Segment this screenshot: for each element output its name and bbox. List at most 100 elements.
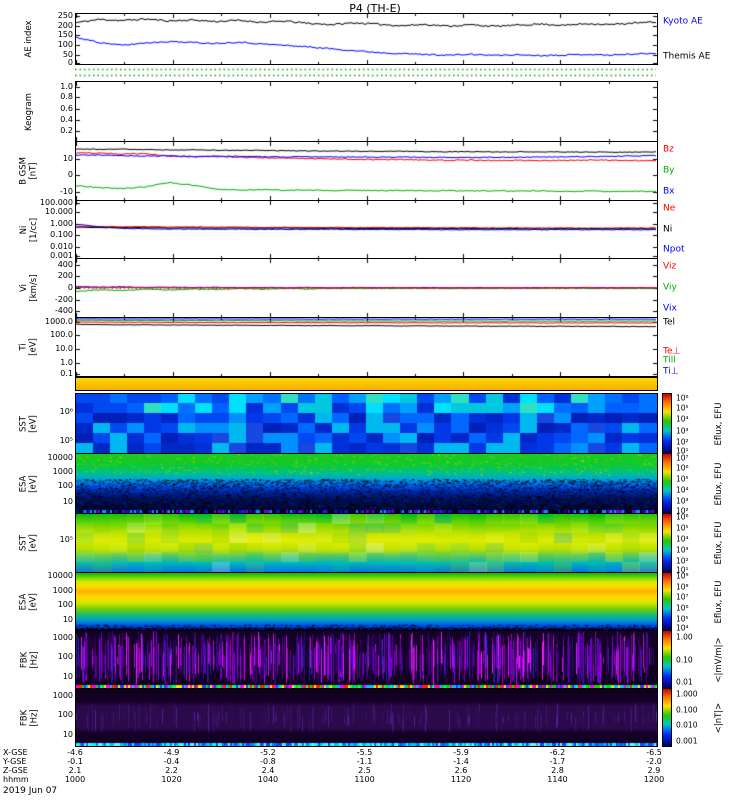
- y-tick-label: 0.8: [60, 92, 73, 102]
- series-label: Bx: [663, 186, 675, 197]
- colorbar-canvas: [663, 514, 671, 572]
- x-axis-row-label: hhmm: [3, 775, 29, 784]
- panel-ae-index: 250 200 150 100 50 0 AE index Kyoto AE Themis AE: [24, 12, 711, 67]
- date-label: 2019 Jun 07: [3, 786, 58, 796]
- y-tick-label: -200: [54, 294, 73, 304]
- x-axis-row: X-GSE -4.6 -4.9 -5.2 -5.5 -5.9 -6.2 -6.5: [0, 748, 750, 757]
- series-label: Te⊥: [663, 346, 681, 357]
- panel-temperature: 1000.0 100.0 10.0 1.0 0.1 Ti [eV] Tel Te⊥ Till Ti⊥: [19, 317, 680, 378]
- colorbar-unit-label: <|nT|>: [714, 702, 724, 733]
- y-tick-label: 10000: [47, 571, 73, 581]
- x-tick-value: -4.6: [67, 748, 83, 757]
- x-tick-value: -1.7: [549, 757, 566, 766]
- x-axis-row: Z-GSE 2.1 2.2 2.4 2.5 2.6 2.8 2.9: [0, 766, 750, 775]
- y-tick-label: 150: [57, 30, 73, 39]
- x-tick-value: 2.9: [647, 766, 661, 775]
- keogram-canvas: [76, 82, 657, 141]
- colorbar-tick-label: 10⁴: [676, 414, 689, 424]
- series-label: Kyoto AE: [663, 16, 703, 27]
- panel-axis-label: Keogram: [23, 92, 34, 131]
- vi-canvas: [76, 259, 657, 317]
- sst_ion-canvas: [76, 394, 657, 453]
- colorbar-tick-label: 10⁶: [676, 392, 689, 402]
- series-label: Tel: [663, 317, 676, 328]
- panel-yellow-bar: [75, 377, 658, 391]
- x-tick-value: -1.1: [356, 757, 373, 766]
- panel-esa-electron-spectrogram: 10000 1000 100 10 ESA [eV] 10⁹ 10⁸ 10⁷ 10⁶ 10⁵ 10⁴ E…: [19, 572, 724, 631]
- colorbar-canvas: [663, 394, 671, 453]
- colorbar-tick-label: 10⁶: [676, 463, 689, 473]
- x-tick-value: 1200: [643, 775, 665, 784]
- y-tick-label: 100: [57, 40, 73, 49]
- series-label: Viz: [663, 261, 677, 272]
- y-tick-label: 200: [57, 271, 73, 281]
- x-tick-value: -6.2: [549, 748, 566, 757]
- colorbar-canvas: [663, 689, 671, 746]
- series-label: Ni: [663, 224, 673, 234]
- series-label: Vix: [663, 303, 677, 314]
- colorbar-tick-label: 10⁴: [676, 485, 689, 495]
- x-tick-value: 2.8: [551, 766, 564, 775]
- colorbar: [662, 453, 672, 514]
- bgsm-canvas: [76, 142, 657, 200]
- y-tick-label: 10: [62, 615, 73, 625]
- series-label: Ne: [663, 203, 676, 214]
- x-tick-value: -4.9: [163, 748, 180, 757]
- y-tick-label: 10: [62, 729, 73, 739]
- x-tick-value: -5.5: [356, 748, 373, 757]
- y-tick-label: 10⁵: [59, 535, 73, 545]
- colorbar-tick-label: 0.01: [676, 677, 693, 687]
- y-tick-label: 0.2: [60, 125, 73, 135]
- colorbar-unit-label: <|mV/m|>: [714, 636, 724, 683]
- y-tick-label: 100: [57, 652, 73, 662]
- y-tick-label: 0: [67, 58, 73, 67]
- y-tick-label: 100: [57, 600, 73, 610]
- ti-canvas: [76, 318, 657, 376]
- x-tick-value: 1020: [161, 775, 182, 784]
- y-tick-label: 1000: [52, 585, 73, 595]
- y-tick-label: 10⁶: [59, 406, 73, 416]
- y-tick-label: 1.0: [60, 357, 73, 367]
- panel-sst-ion-spectrogram: 10⁶ 10⁵ SST [eV] 10⁶ 10⁵ 10⁴ 10³ 10² 10¹ Eflux, EF…: [19, 393, 724, 454]
- panel-axis-label: SST [eV]: [18, 534, 39, 552]
- x-axis-row: hhmm 1000 1020 1040 1100 1120 1140 1200: [0, 775, 750, 784]
- y-tick-label: 100: [57, 481, 73, 491]
- y-tick-label: 0: [67, 283, 73, 292]
- colorbar-tick-label: 10⁵: [676, 523, 689, 533]
- y-tick-label: 100: [57, 710, 73, 720]
- colorbar-tick-label: 0.100: [676, 704, 698, 714]
- y-tick-label: 0.6: [60, 103, 73, 113]
- colorbar-unit-label: Eflux, EFU: [714, 579, 724, 624]
- x-tick-value: 2.4: [261, 766, 275, 775]
- panel-fbk-b-spectrogram: 1000 100 10 FBK [Hz] 1.000 0.100 0.010 0.001 <|nT…: [19, 688, 724, 747]
- colorbar-unit-label: Eflux, EFU: [714, 521, 724, 565]
- colorbar-tick-label: 10²: [676, 505, 689, 515]
- series-label: By: [663, 165, 675, 176]
- panel-axis-label: Vi [km/s]: [18, 274, 39, 302]
- colorbar-tick-label: 10⁶: [676, 603, 689, 613]
- series-label: Npot: [663, 244, 685, 255]
- colorbar-tick-label: 0.10: [676, 654, 693, 664]
- y-tick-label: 10⁵: [59, 436, 73, 446]
- series-label: Themis AE: [663, 51, 711, 62]
- y-tick-label: 10: [62, 671, 73, 681]
- y-tick-label: -400: [54, 306, 73, 316]
- x-tick-value: 2.6: [454, 766, 468, 775]
- colorbar-tick-label: 10²: [676, 556, 689, 566]
- x-tick-value: 1100: [354, 775, 375, 784]
- colorbar: [662, 572, 672, 631]
- colorbar-tick-label: 10¹: [676, 564, 689, 574]
- colorbar-canvas: [663, 631, 671, 688]
- x-tick-value: -6.5: [646, 748, 662, 757]
- panel-axis-label: ESA [eV]: [18, 592, 39, 611]
- panel-axis-label: Ti [eV]: [18, 338, 39, 356]
- panel-esa-ion-spectrogram: 10000 1000 100 10 ESA [eV] 10⁷ 10⁶ 10⁵ 10⁴ 10³ 10² E…: [19, 453, 724, 514]
- panel-axis-label: SST [eV]: [18, 414, 39, 433]
- y-tick-label: 1.000: [50, 218, 73, 228]
- x-tick-value: 1000: [64, 775, 86, 784]
- colorbar-tick-label: 10⁸: [676, 581, 689, 591]
- x-tick-value: 1140: [547, 775, 568, 784]
- colorbar: [662, 630, 672, 689]
- colorbar-canvas: [663, 573, 671, 630]
- fbk_b-canvas: [76, 689, 657, 746]
